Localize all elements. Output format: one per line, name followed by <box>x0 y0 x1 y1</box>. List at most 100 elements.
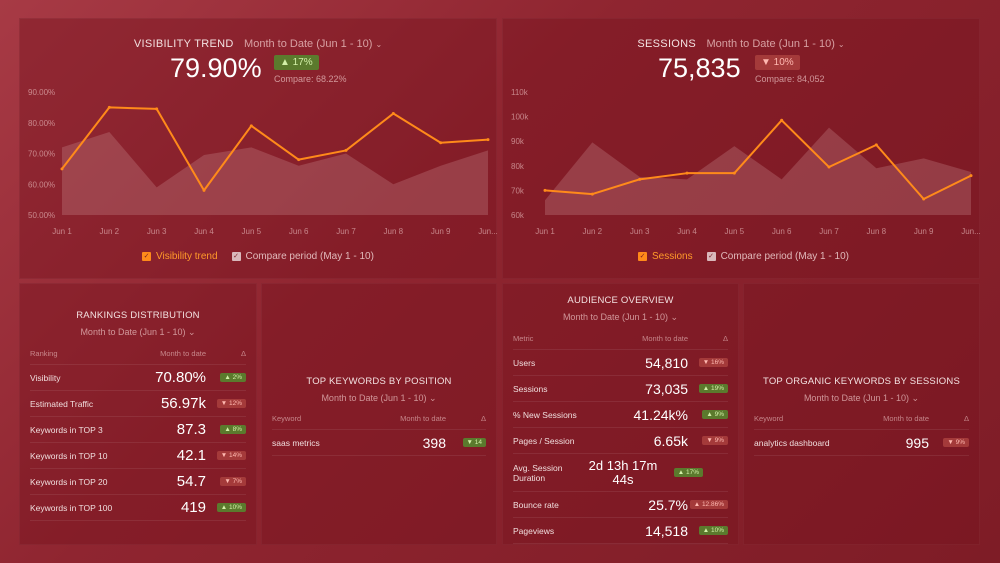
table-row[interactable]: Keywords in TOP 20 54.7 ▼ 7% <box>30 469 246 495</box>
data-point[interactable] <box>969 174 973 178</box>
sessions-widget: SESSIONS Month to Date (Jun 1 - 10) ⌄ 75,… <box>502 18 981 279</box>
data-point[interactable] <box>249 124 253 128</box>
column-header[interactable]: Keyword <box>272 414 302 423</box>
column-header[interactable]: Ranking <box>30 349 58 358</box>
x-tick-label: Jun 4 <box>677 227 697 236</box>
column-header[interactable]: Δ <box>240 349 246 358</box>
delta-cell: ▲ 10% <box>206 503 246 512</box>
column-header[interactable]: Month to date <box>160 349 206 358</box>
delta-badge: ▲ 19% <box>698 384 728 393</box>
data-point[interactable] <box>155 107 159 111</box>
data-point[interactable] <box>439 141 443 145</box>
column-header[interactable]: Month to date <box>400 414 446 423</box>
row-value: 56.97k <box>160 395 206 412</box>
row-value: 419 <box>180 499 206 516</box>
data-point[interactable] <box>391 112 395 116</box>
top-keywords-widget: TOP KEYWORDS BY POSITION Month to Date (… <box>261 283 497 545</box>
table-row[interactable]: Pages / Session 6.65k ▼ 9% <box>513 428 728 454</box>
delta-cell: ▼ 14 <box>446 438 486 447</box>
widget-title: VISIBILITY TREND <box>133 38 234 50</box>
row-value: 73,035 <box>645 380 688 397</box>
legend-item-visibility[interactable]: ✓ Visibility trend <box>142 251 218 262</box>
widget-header: TOP ORGANIC KEYWORDS BY SESSIONS Month t… <box>744 376 979 404</box>
delta-cell: ▲ 10% <box>688 526 728 535</box>
y-tick-label: 70k <box>511 186 525 195</box>
row-label: Keywords in TOP 3 <box>30 424 103 435</box>
column-header[interactable]: Δ <box>722 334 728 343</box>
table-row[interactable]: % New Sessions 41.24k% ▲ 9% <box>513 402 728 428</box>
widget-header: RANKINGS DISTRIBUTION Month to Date (Jun… <box>20 310 256 338</box>
period-selector[interactable]: Month to Date (Jun 1 - 10) ⌄ <box>503 312 738 323</box>
column-header[interactable]: Δ <box>963 414 969 423</box>
row-value: 42.1 <box>176 447 206 464</box>
data-point[interactable] <box>780 118 784 122</box>
y-tick-label: 60k <box>511 211 525 220</box>
delta-cell: ▼ 12% <box>206 399 246 408</box>
data-point[interactable] <box>590 192 594 196</box>
delta-badge: ▲ 8% <box>220 425 246 434</box>
column-header[interactable]: Keyword <box>754 414 784 423</box>
table-row[interactable]: Estimated Traffic 56.97k ▼ 12% <box>30 391 246 417</box>
data-point[interactable] <box>202 188 206 192</box>
period-selector[interactable]: Month to Date (Jun 1 - 10) ⌄ <box>262 393 496 404</box>
data-point[interactable] <box>107 105 111 109</box>
table-row[interactable]: Visibility 70.80% ▲ 2% <box>30 365 246 391</box>
checkbox-icon: ✓ <box>706 252 716 261</box>
row-value: 41.24k% <box>633 406 688 423</box>
data-point[interactable] <box>297 158 301 162</box>
period-label: Month to Date (Jun 1 - 10) <box>244 38 373 50</box>
x-tick-label: Jun 3 <box>147 227 167 236</box>
data-point[interactable] <box>685 171 689 175</box>
delta-badge: ▲ 17% <box>673 468 703 477</box>
table-row[interactable]: Users 54,810 ▼ 16% <box>513 350 728 376</box>
table-row[interactable]: Keywords in TOP 100 419 ▲ 10% <box>30 495 246 521</box>
x-tick-label: Jun 5 <box>725 227 745 236</box>
delta-badge: ▼ 14% <box>216 451 246 460</box>
compare-area-series <box>62 131 488 215</box>
period-selector[interactable]: Month to Date (Jun 1 - 10) ⌄ <box>706 38 844 50</box>
widget-header: SESSIONS Month to Date (Jun 1 - 10) ⌄ <box>503 34 979 52</box>
column-header[interactable]: Δ <box>480 414 486 423</box>
data-point[interactable] <box>543 188 547 192</box>
table-row[interactable]: Avg. Session Duration 2d 13h 17m 44s ▲ 17% <box>513 454 728 492</box>
row-value: 70.80% <box>155 369 206 386</box>
delta-cell: ▲ 17% <box>663 468 703 477</box>
row-label: Estimated Traffic <box>30 398 94 409</box>
table-row[interactable]: analytics dashboard 995 ▼ 9% <box>754 430 969 456</box>
data-point[interactable] <box>827 165 831 169</box>
x-tick-label: Jun 4 <box>194 227 214 236</box>
table-row[interactable]: Keywords in TOP 10 42.1 ▼ 14% <box>30 443 246 469</box>
sessions-line-chart: 110k 100k 90k 80k 70k 60k Jun 1 Jun 2 Jun 3 Jun 4… <box>511 88 981 236</box>
period-selector[interactable]: Month to Date (Jun 1 - 10) ⌄ <box>20 327 256 338</box>
period-selector[interactable]: Month to Date (Jun 1 - 10) ⌄ <box>744 393 979 404</box>
x-tick-label: Jun 1 <box>535 227 555 236</box>
y-tick-label: 100k <box>511 113 529 122</box>
data-point[interactable] <box>874 143 878 147</box>
table-row[interactable]: Sessions 73,035 ▲ 19% <box>513 376 728 402</box>
data-point[interactable] <box>344 148 348 152</box>
period-selector[interactable]: Month to Date (Jun 1 - 10) ⌄ <box>244 38 382 50</box>
column-header[interactable]: Month to date <box>642 334 688 343</box>
table-row[interactable]: Bounce rate 25.7% ▲ 12.86% <box>513 492 728 518</box>
row-label: Pages / Session <box>513 435 575 446</box>
column-header[interactable]: Metric <box>513 334 534 343</box>
delta-badge: ▼ 7% <box>220 477 246 486</box>
legend-item-sessions[interactable]: ✓ Sessions <box>638 251 693 262</box>
legend-item-compare[interactable]: ✓ Compare period (May 1 - 10) <box>706 251 849 262</box>
table-row[interactable]: Keywords in TOP 3 87.3 ▲ 8% <box>30 417 246 443</box>
data-point[interactable] <box>732 171 736 175</box>
data-point[interactable] <box>486 138 490 142</box>
delta-badge: ▲ 9% <box>702 410 728 419</box>
table-row[interactable]: Pageviews 14,518 ▲ 10% <box>513 518 728 544</box>
data-point[interactable] <box>922 197 926 201</box>
data-point[interactable] <box>638 177 642 181</box>
row-value: 995 <box>905 434 929 451</box>
data-point[interactable] <box>60 167 64 171</box>
widget-header: TOP KEYWORDS BY POSITION Month to Date (… <box>262 376 496 404</box>
legend-item-compare[interactable]: ✓ Compare period (May 1 - 10) <box>231 251 374 262</box>
x-tick-label: Jun 9 <box>431 227 451 236</box>
column-header[interactable]: Month to date <box>883 414 929 423</box>
kpi-compare: Compare: 68.22% <box>274 74 347 84</box>
delta-cell: ▼ 14% <box>206 451 246 460</box>
table-row[interactable]: saas metrics 398 ▼ 14 <box>272 430 486 456</box>
